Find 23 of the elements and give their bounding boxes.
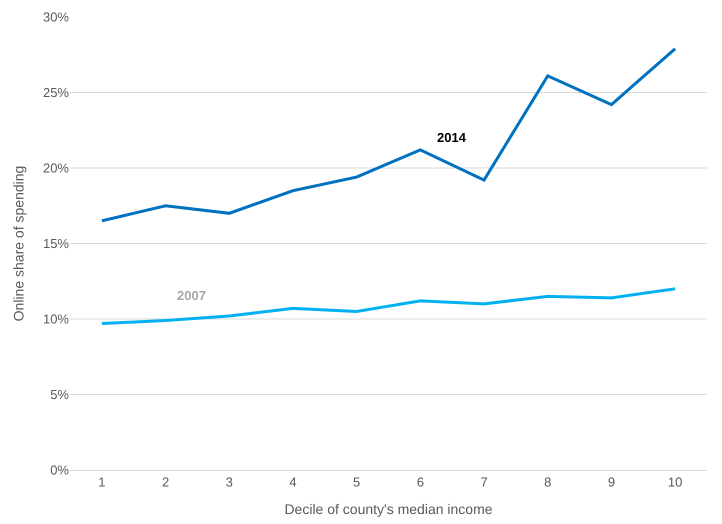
series-label: 2007	[177, 288, 206, 303]
x-tick-label: 7	[480, 474, 488, 490]
y-tick-label: 0%	[50, 462, 70, 478]
y-tick-label: 25%	[42, 85, 70, 100]
y-tick-label: 30%	[42, 10, 70, 25]
y-axis-title: Online share of spending	[10, 166, 27, 322]
x-tick-label: 4	[289, 474, 297, 490]
y-tick-label: 10%	[42, 312, 70, 327]
y-tick-label: 20%	[42, 160, 70, 176]
x-tick-label: 3	[226, 474, 233, 490]
x-tick-label: 8	[544, 474, 552, 490]
x-axis-title: Decile of county's median income	[284, 500, 493, 517]
x-tick-label: 2	[162, 474, 170, 490]
line-series	[100, 47, 677, 222]
x-tick-label: 10	[668, 474, 682, 490]
y-tick-label: 5%	[50, 387, 70, 402]
x-tick-label: 9	[608, 474, 616, 490]
line-series	[100, 287, 677, 326]
series-label: 2014	[437, 130, 467, 145]
x-tick-label: 1	[98, 474, 106, 490]
x-tick-label: 6	[416, 474, 424, 490]
x-tick-label: 5	[353, 474, 360, 490]
y-tick-label: 15%	[42, 236, 70, 252]
